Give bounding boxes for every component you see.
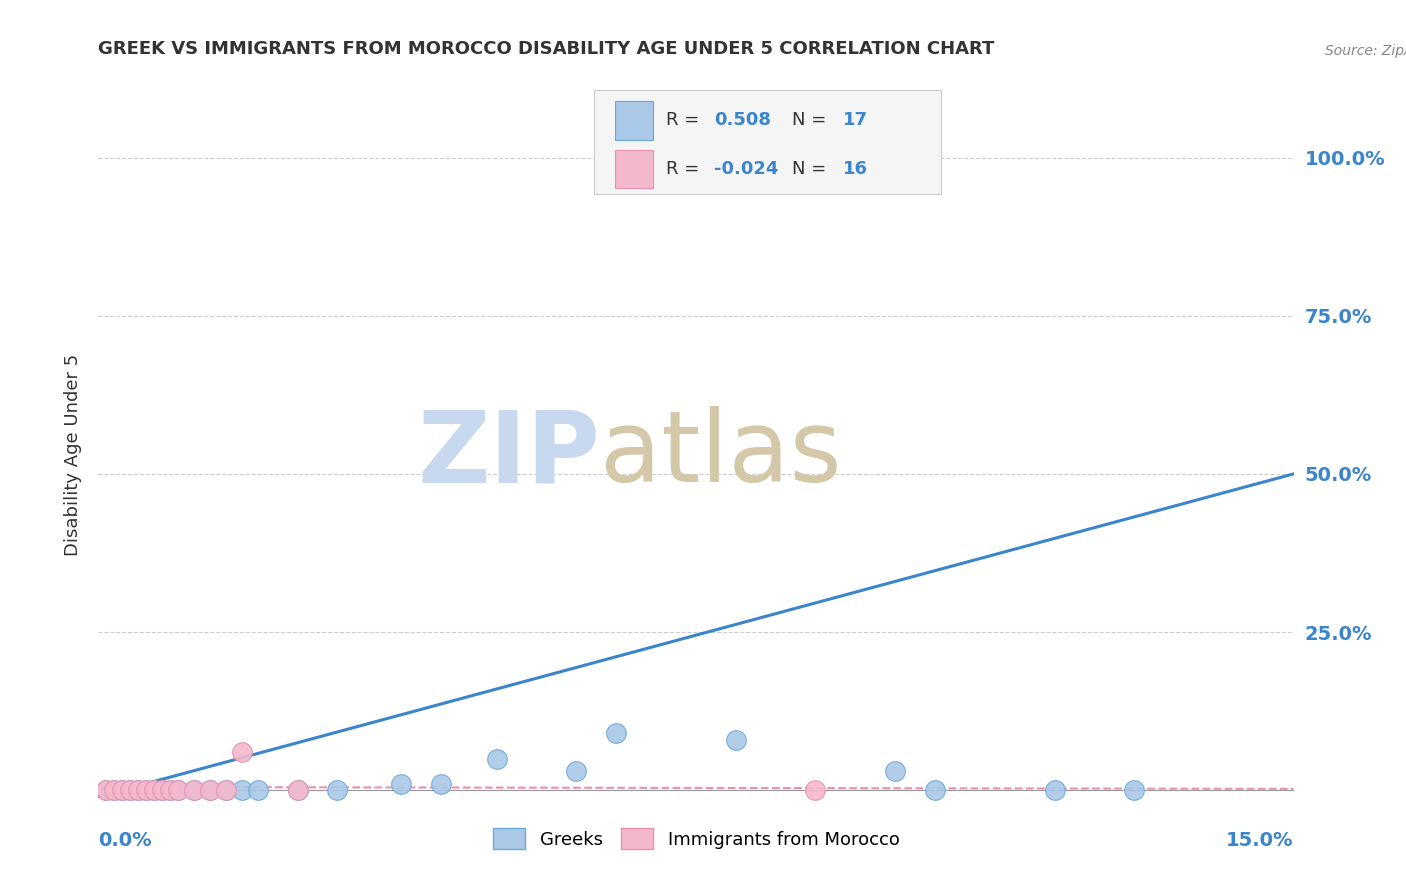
Point — [804, 783, 827, 797]
Point — [485, 751, 508, 765]
Point — [605, 726, 627, 740]
Legend: Greeks, Immigrants from Morocco: Greeks, Immigrants from Morocco — [485, 822, 907, 856]
Point — [215, 783, 238, 797]
Y-axis label: Disability Age Under 5: Disability Age Under 5 — [63, 354, 82, 556]
Point — [143, 783, 166, 797]
Point — [111, 783, 134, 797]
Point — [430, 777, 453, 791]
Point — [1043, 783, 1066, 797]
Point — [127, 783, 149, 797]
Text: N =: N = — [792, 160, 831, 178]
Point — [246, 783, 269, 797]
Text: 15.0%: 15.0% — [1226, 830, 1294, 850]
Point — [287, 783, 309, 797]
Text: atlas: atlas — [600, 407, 842, 503]
Point — [120, 783, 142, 797]
Point — [1123, 783, 1146, 797]
Point — [96, 783, 118, 797]
Point — [198, 783, 221, 797]
Text: 0.0%: 0.0% — [98, 830, 152, 850]
Point — [143, 783, 166, 797]
Point — [150, 783, 173, 797]
Point — [111, 783, 134, 797]
Point — [924, 783, 946, 797]
Point — [724, 732, 747, 747]
Text: -0.024: -0.024 — [714, 160, 779, 178]
Point — [389, 777, 412, 791]
Text: R =: R = — [666, 160, 704, 178]
Point — [231, 745, 253, 759]
Point — [150, 783, 173, 797]
Point — [103, 783, 125, 797]
Point — [884, 764, 907, 779]
Point — [231, 783, 253, 797]
Text: Source: ZipAtlas.com: Source: ZipAtlas.com — [1326, 45, 1406, 58]
Text: R =: R = — [666, 112, 704, 129]
Point — [120, 783, 142, 797]
Text: 17: 17 — [844, 112, 868, 129]
Point — [183, 783, 205, 797]
Point — [159, 783, 181, 797]
Point — [167, 783, 190, 797]
Point — [135, 783, 157, 797]
Text: 16: 16 — [844, 160, 868, 178]
FancyBboxPatch shape — [614, 102, 652, 139]
Text: GREEK VS IMMIGRANTS FROM MOROCCO DISABILITY AGE UNDER 5 CORRELATION CHART: GREEK VS IMMIGRANTS FROM MOROCCO DISABIL… — [98, 40, 995, 58]
Point — [96, 783, 118, 797]
Point — [183, 783, 205, 797]
Point — [326, 783, 349, 797]
Point — [215, 783, 238, 797]
Point — [565, 764, 588, 779]
Point — [159, 783, 181, 797]
Point — [167, 783, 190, 797]
Text: N =: N = — [792, 112, 831, 129]
Point — [103, 783, 125, 797]
Point — [135, 783, 157, 797]
Point — [287, 783, 309, 797]
Text: ZIP: ZIP — [418, 407, 600, 503]
FancyBboxPatch shape — [614, 150, 652, 188]
FancyBboxPatch shape — [595, 90, 941, 194]
Point — [198, 783, 221, 797]
Point — [741, 151, 763, 165]
Point — [127, 783, 149, 797]
Text: 0.508: 0.508 — [714, 112, 770, 129]
